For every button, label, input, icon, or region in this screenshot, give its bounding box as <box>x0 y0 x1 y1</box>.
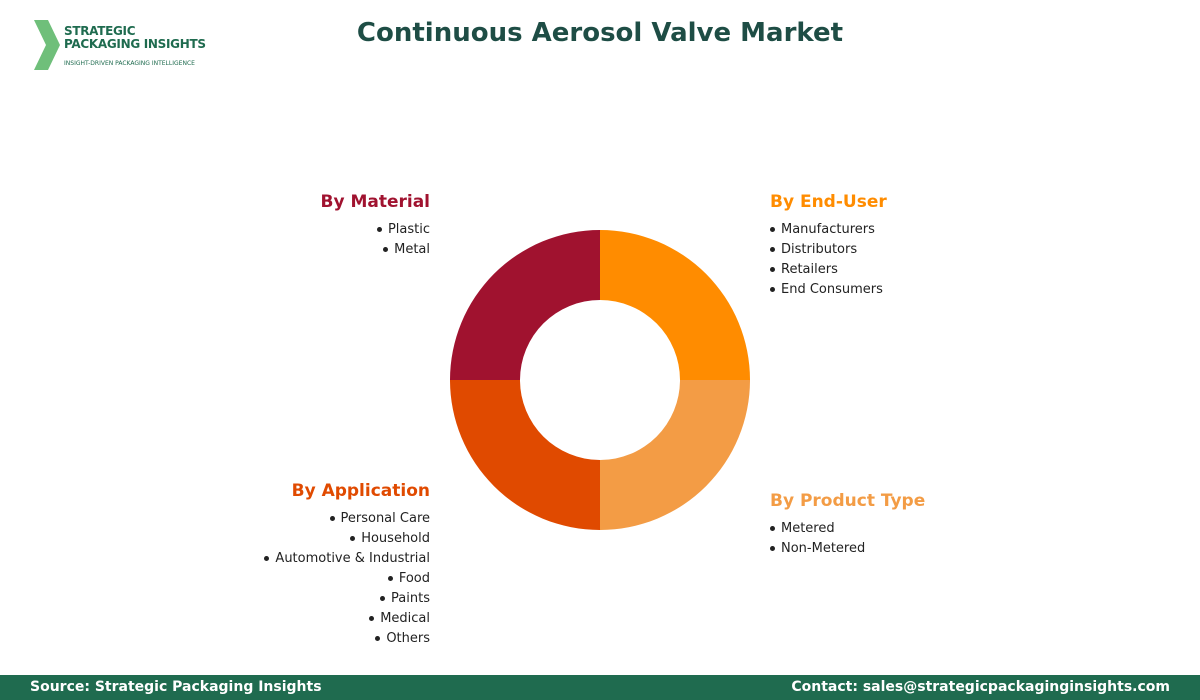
segment-item: Paints <box>130 589 430 609</box>
title: Continuous Aerosol Valve Market <box>356 18 844 48</box>
segment-item: Manufacturers <box>770 220 1070 240</box>
segment-block: By Product Type Metered Non-Metered <box>770 491 1070 559</box>
segment-item: End Consumers <box>770 280 1070 300</box>
bullet <box>770 526 775 531</box>
donut-segment <box>600 230 750 380</box>
segment-item: Metered <box>770 519 1070 539</box>
bullet <box>770 227 775 232</box>
item-text: Medical <box>380 611 430 626</box>
item-text: End Consumers <box>781 282 883 297</box>
item-text: Others <box>386 631 430 646</box>
item-text: Personal Care <box>340 511 431 526</box>
segment-item: Distributors <box>770 240 1070 260</box>
bullet <box>329 516 335 521</box>
segment-block: By Material Plastic Metal <box>130 192 430 260</box>
item-text: Paints <box>391 591 430 606</box>
contact: Contact: sales@strategicpackaginginsight… <box>791 679 1170 695</box>
bullet <box>376 227 382 232</box>
bullet <box>387 576 393 581</box>
item-text: Non-Metered <box>781 541 866 556</box>
segment-item: Others <box>130 629 430 649</box>
bullet <box>770 546 775 551</box>
bullet <box>770 247 775 252</box>
logo-text: STRATEGIC <box>64 24 136 38</box>
item-text: Distributors <box>781 242 858 257</box>
source: Source: Strategic Packaging Insights <box>30 679 322 695</box>
donut <box>450 230 750 530</box>
segment-item: Household <box>130 529 430 549</box>
donut-segment <box>450 380 600 530</box>
bullet <box>369 616 375 621</box>
segment-title: By Product Type <box>770 491 926 511</box>
bullet <box>383 247 389 252</box>
item-text: Metered <box>781 521 835 536</box>
donut-segment <box>450 230 600 380</box>
logo-tagline: INSIGHT-DRIVEN PACKAGING INTELLIGENCE <box>64 60 195 67</box>
segment-item: Food <box>130 569 430 589</box>
segment-item: Non-Metered <box>770 539 1070 559</box>
bullet <box>264 556 270 561</box>
segment-item: Plastic <box>130 220 430 240</box>
donut-segment <box>600 380 750 530</box>
bullet <box>770 267 775 272</box>
item-text: Household <box>361 531 430 546</box>
segment-item: Automotive & Industrial <box>130 549 430 569</box>
logo-text: PACKAGING INSIGHTS <box>64 37 206 51</box>
segment-item: Personal Care <box>130 509 430 529</box>
item-text: Metal <box>394 242 430 257</box>
footer: Source: Strategic Packaging Insights Con… <box>0 675 1200 700</box>
segment-item: Retailers <box>770 260 1070 280</box>
segment-title: By Application <box>291 481 430 501</box>
segment-title: By End-User <box>770 192 887 212</box>
segment-item: Medical <box>130 609 430 629</box>
segment-block: By Application Personal Care Household Auto… <box>130 481 430 649</box>
segment-title: By Material <box>320 192 430 212</box>
item-text: Automotive & Industrial <box>275 551 430 566</box>
item-text: Retailers <box>781 262 838 277</box>
bullet <box>380 596 386 601</box>
item-text: Manufacturers <box>781 222 875 237</box>
segment-block: By End-User Manufacturers Distributors Reta… <box>770 192 1070 300</box>
bullet <box>770 287 775 292</box>
bullet <box>375 636 381 641</box>
item-text: Food <box>398 571 430 586</box>
logo-mark <box>34 20 60 70</box>
segment-item: Metal <box>130 240 430 260</box>
bullet <box>350 536 356 541</box>
item-text: Plastic <box>387 222 430 237</box>
